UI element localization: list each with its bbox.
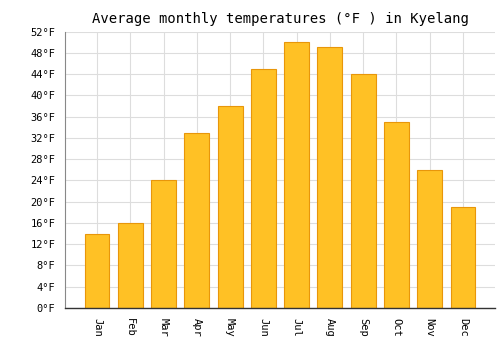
Bar (350, 74, 376, 308)
Bar (318, 48, 342, 308)
Bar (84, 233, 110, 308)
Bar (184, 133, 210, 308)
Bar (384, 122, 409, 308)
Bar (218, 106, 242, 308)
Title: Average monthly temperatures (°F ) in Kyelang: Average monthly temperatures (°F ) in Ky… (92, 12, 468, 26)
Bar (251, 69, 276, 308)
Bar (151, 180, 176, 308)
Bar (118, 223, 143, 308)
Bar (417, 170, 442, 308)
Bar (450, 207, 475, 308)
Bar (284, 42, 309, 308)
